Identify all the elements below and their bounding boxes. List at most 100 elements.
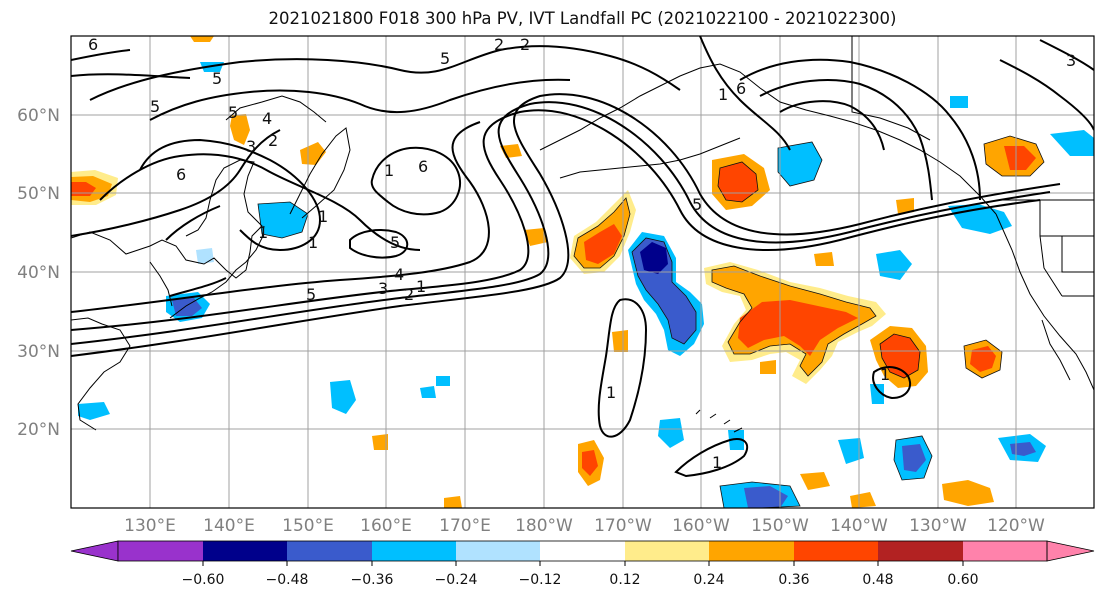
- pv-patch: [78, 402, 110, 420]
- hawaii-islands: [695, 409, 743, 433]
- contour-label: 2: [520, 35, 530, 54]
- colorbar-label: 0.36: [778, 572, 809, 588]
- colorbar-label: −0.12: [519, 572, 562, 588]
- pv-contour: [71, 49, 191, 79]
- pv-contour: [71, 121, 490, 313]
- contour-label: 5: [692, 195, 702, 214]
- patch-outline: [719, 481, 801, 508]
- colorbar-label: −0.48: [266, 572, 309, 588]
- pv-contour: [89, 45, 681, 101]
- contour-label: 5: [228, 103, 238, 122]
- lon-label: 140°E: [203, 516, 255, 536]
- patch-outline: [879, 333, 921, 379]
- pv-patch: [640, 242, 668, 274]
- pv-patch: [896, 198, 914, 214]
- pv-patch: [584, 224, 622, 264]
- contour-label: 1: [606, 383, 616, 402]
- lon-label: 160°W: [672, 516, 730, 536]
- contour-label: 4: [262, 109, 272, 128]
- pv-patch-outlines: [257, 135, 1045, 508]
- pv-contour: [872, 366, 911, 400]
- colorbar-swatch: [372, 541, 456, 561]
- lon-label: 150°W: [751, 516, 809, 536]
- pv-patch: [196, 248, 214, 264]
- colorbar-ticks: [202, 561, 964, 566]
- pv-patch: [902, 444, 926, 472]
- contour-label: 6: [88, 35, 98, 54]
- colorbar-label: −0.36: [351, 572, 394, 588]
- pv-patch: [800, 472, 830, 490]
- lon-label: 170°E: [439, 516, 491, 536]
- pv-contour: [71, 93, 1061, 357]
- lat-axis: 60°N 50°N 40°N 30°N 20°N: [17, 106, 60, 440]
- patch-outline: [777, 141, 823, 187]
- pv-patch: [850, 492, 876, 508]
- lon-label: 170°W: [594, 516, 652, 536]
- colorbar-low-extend: [70, 540, 119, 562]
- pv-patch: [190, 36, 214, 42]
- patch-outline: [717, 161, 759, 203]
- contour-label: 6: [418, 157, 428, 176]
- colorbar-swatch: [540, 541, 625, 561]
- colorbar-swatch: [963, 541, 1047, 561]
- lon-label: 180°W: [515, 516, 573, 536]
- lat-label: 50°N: [17, 184, 60, 204]
- pv-contour: [739, 58, 981, 201]
- pv-contour: [370, 146, 461, 216]
- pv-contour: [674, 438, 749, 478]
- pv-contour: [71, 101, 1051, 345]
- pv-patch: [436, 376, 450, 386]
- pv-patch: [1050, 130, 1094, 156]
- patch-outline: [963, 339, 1003, 379]
- pv-patch: [728, 430, 744, 450]
- contour-labels: 6 5 4 3 2 1 5 6 5 2 5 6 1 1 5 5 4 3 2 1 …: [88, 35, 1076, 472]
- patch-outline: [631, 237, 697, 345]
- contour-label: 5: [440, 49, 450, 68]
- map-title-text: 2021021800 F018 300 hPa PV, IVT Landfall…: [268, 9, 897, 28]
- colorbar-label: 0.60: [947, 572, 978, 588]
- north-america-coastline: [995, 213, 1094, 391]
- pv-patch: [524, 228, 548, 246]
- contour-label: 4: [394, 265, 404, 284]
- patch-outline: [573, 197, 631, 269]
- lon-label: 160°E: [360, 516, 412, 536]
- pv-patch: [814, 252, 834, 266]
- pv-patch: [172, 298, 202, 316]
- patch-outline: [257, 201, 309, 239]
- contour-label: 6: [736, 79, 746, 98]
- pv-contour: [99, 153, 421, 251]
- map-content: 6 5 4 3 2 1 5 6 5 2 5 6 1 1 5 5 4 3 2 1 …: [71, 35, 1094, 508]
- lat-label: 40°N: [17, 263, 60, 283]
- pv-patch: [950, 96, 968, 108]
- lat-label: 20°N: [17, 420, 60, 440]
- pv-contour: [699, 36, 791, 151]
- contour-label: 1: [258, 223, 268, 242]
- colorbar-label: −0.24: [435, 572, 478, 588]
- japan-coastline: [169, 225, 265, 319]
- colorbar-label: −0.60: [182, 572, 225, 588]
- us-state-borders: [1039, 200, 1094, 297]
- baja-coastline: [1041, 319, 1071, 381]
- contour-label: 1: [416, 277, 426, 296]
- colorbar-swatch: [287, 541, 372, 561]
- contour-label: 3: [378, 279, 388, 298]
- contour-label: 3: [246, 137, 256, 156]
- lon-label: 140°W: [830, 516, 888, 536]
- patch-outline: [893, 435, 933, 481]
- contour-label: 6: [176, 165, 186, 184]
- pv-patch: [230, 114, 250, 145]
- map-title: 2021021800 F018 300 hPa PV, IVT Landfall…: [0, 9, 1105, 28]
- colorbar-swatch: [878, 541, 963, 561]
- lon-label: 120°W: [987, 516, 1045, 536]
- pv-contour: [759, 79, 933, 201]
- korea-coastline: [149, 261, 173, 307]
- pv-patch: [942, 480, 994, 506]
- colorbar-high-extend: [1046, 540, 1095, 562]
- contour-label: 1: [308, 233, 318, 252]
- pv-patch: [718, 162, 758, 202]
- colorbar-swatch: [709, 541, 794, 561]
- contour-label: 5: [390, 233, 400, 252]
- contour-label: 2: [268, 131, 278, 150]
- lat-label: 60°N: [17, 106, 60, 126]
